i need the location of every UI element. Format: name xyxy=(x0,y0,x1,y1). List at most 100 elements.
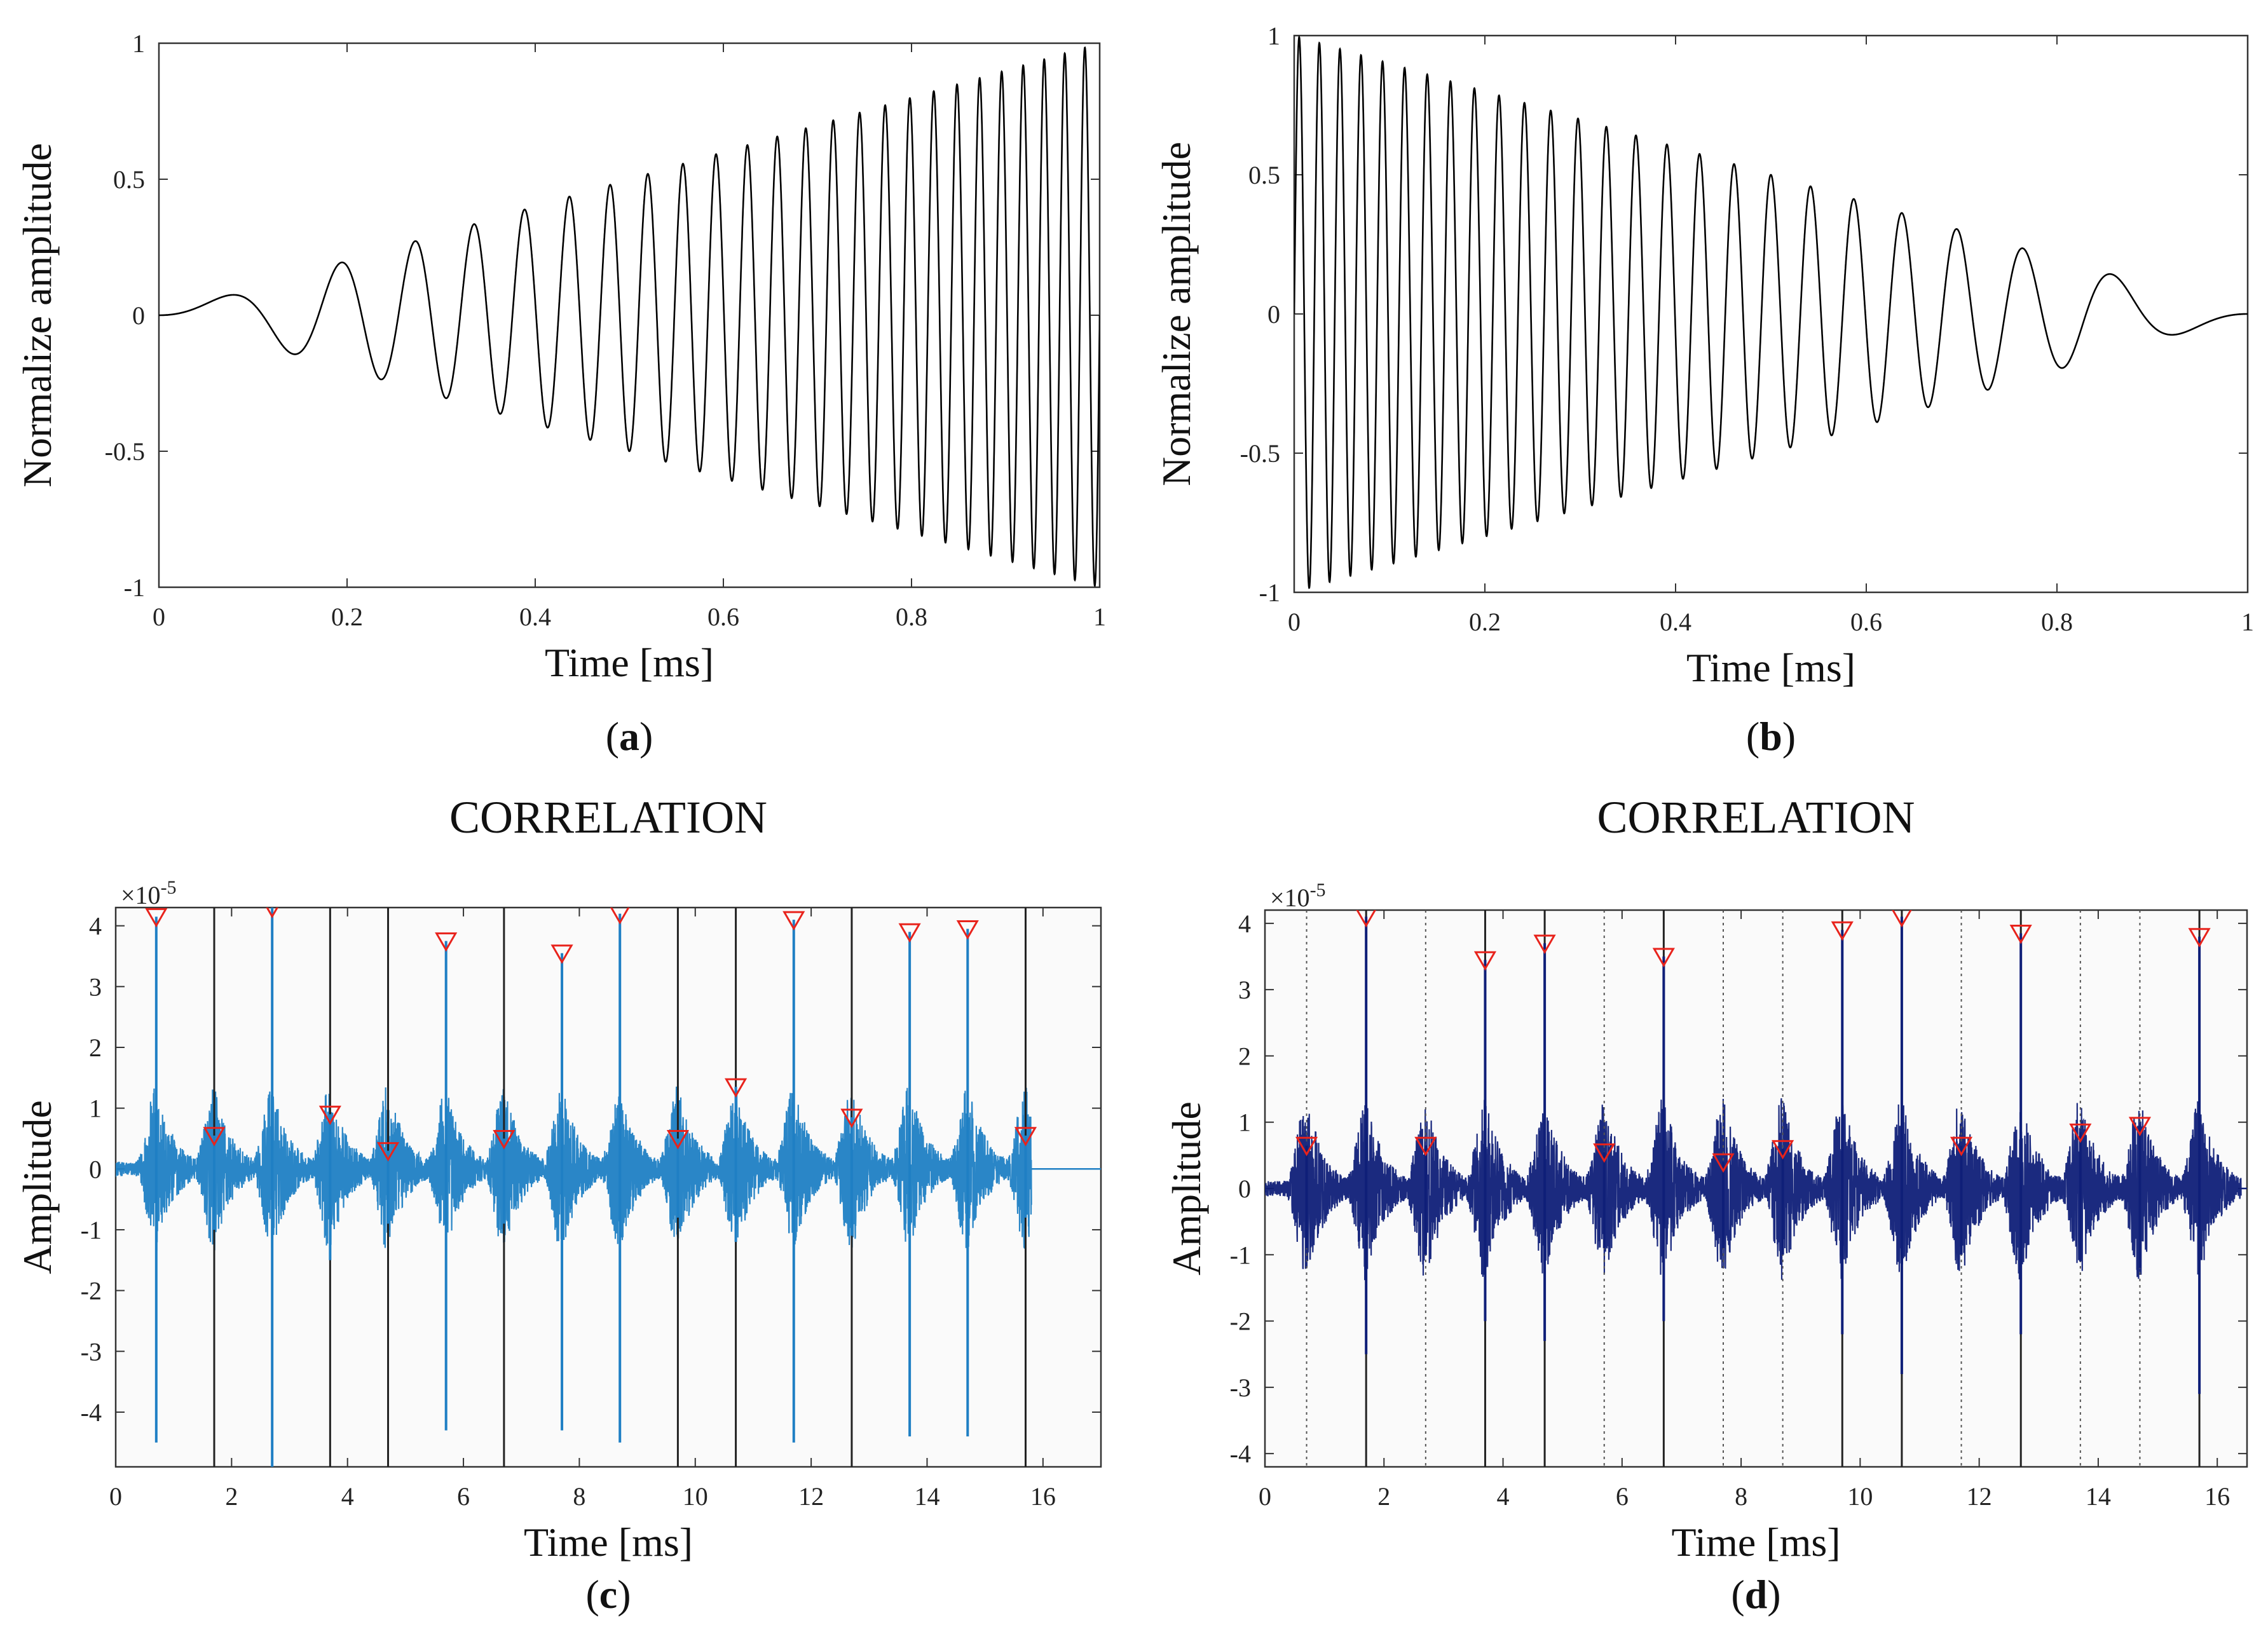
peak-marker xyxy=(493,1129,516,1150)
correlation-signal xyxy=(116,1085,1032,1254)
exponent-label: ×10-5 xyxy=(121,877,177,909)
peak-marker xyxy=(145,908,168,928)
peak-marker xyxy=(666,1129,690,1150)
x-tick-label: 0.4 xyxy=(519,602,551,631)
x-tick-label: 14 xyxy=(2086,1482,2111,1511)
y-tick-label: 4 xyxy=(1238,909,1251,938)
peak-marker xyxy=(1356,910,1377,928)
y-tick-label: -3 xyxy=(1230,1373,1251,1402)
y-tick-label: 3 xyxy=(89,972,102,1001)
x-axis-label: Time [ms] xyxy=(545,640,714,685)
peak-marker xyxy=(318,1105,341,1126)
peak-marker xyxy=(1533,934,1556,955)
x-tick-label: 12 xyxy=(1967,1482,1992,1511)
x-tick-label: 0 xyxy=(1259,1482,1271,1511)
y-tick-label: -4 xyxy=(81,1398,102,1427)
y-tick-label: 1 xyxy=(132,29,145,58)
peak-marker xyxy=(203,1127,226,1147)
x-tick-label: 8 xyxy=(1735,1482,1747,1511)
peak-marker xyxy=(266,908,278,919)
y-tick-label: -4 xyxy=(1230,1440,1251,1468)
peak-marker xyxy=(435,932,458,952)
panel-caption: (d) xyxy=(1731,1572,1780,1617)
x-axis-label: Time [ms] xyxy=(1686,645,1855,690)
x-tick-label: 4 xyxy=(341,1482,354,1511)
panel-caption: (b) xyxy=(1746,714,1796,759)
y-tick-label: -2 xyxy=(81,1277,102,1305)
y-tick-label: 2 xyxy=(1238,1042,1251,1070)
plot-content xyxy=(1265,910,2247,1467)
x-tick-label: 0.6 xyxy=(1850,608,1882,636)
x-tick-label: 6 xyxy=(1616,1482,1629,1511)
y-tick-label: 0.5 xyxy=(113,165,145,194)
chart-panel-a: 0 0.2 0.4 0.6 0.8 1 -1 -0.5 0 0.5 1 Time [ms] Normal… xyxy=(15,29,1106,759)
peak-marker xyxy=(376,1142,400,1162)
plot-content xyxy=(116,908,1101,1467)
y-tick-label: -1 xyxy=(1259,578,1280,607)
x-tick-label: 0 xyxy=(1288,608,1301,636)
x-tick-label: 14 xyxy=(914,1482,939,1511)
x-tick-label: 10 xyxy=(1847,1482,1873,1511)
peak-marker xyxy=(1295,1136,1318,1157)
peak-marker xyxy=(610,908,630,925)
x-tick-label: 0 xyxy=(109,1482,122,1511)
y-tick-label: -1 xyxy=(81,1216,102,1244)
peak-marker xyxy=(724,1078,748,1098)
y-tick-label: -0.5 xyxy=(1240,439,1280,468)
x-tick-label: 0 xyxy=(153,602,165,631)
chart-title: CORRELATION xyxy=(449,792,767,843)
x-tick-label: 0.6 xyxy=(707,602,739,631)
peak-marker xyxy=(1652,948,1675,968)
peak-marker xyxy=(1414,1136,1437,1157)
y-tick-label: 1 xyxy=(89,1094,102,1123)
x-tick-label: 2 xyxy=(1377,1482,1390,1511)
chart-panel-b: 0 0.2 0.4 0.6 0.8 1 -1 -0.5 0 0.5 1 Time [ms] Normal… xyxy=(1154,22,2254,759)
y-tick-label: 0 xyxy=(1238,1174,1251,1203)
x-tick-label: 4 xyxy=(1497,1482,1510,1511)
y-tick-label: -0.5 xyxy=(105,437,145,466)
peak-marker xyxy=(1892,910,1912,928)
peak-marker xyxy=(840,1108,863,1129)
peak-marker xyxy=(2009,925,2032,944)
x-tick-label: 12 xyxy=(798,1482,824,1511)
panel-caption: (a) xyxy=(606,714,653,759)
peak-marker xyxy=(2069,1123,2092,1143)
peak-marker xyxy=(782,911,805,931)
panel-caption-letter: a xyxy=(619,714,639,759)
peak-marker xyxy=(1014,1127,1037,1147)
panel-caption-letter: c xyxy=(599,1572,617,1617)
y-axis-label: Normalize amplitude xyxy=(15,143,60,487)
plot-content xyxy=(159,46,1100,587)
y-tick-label: 0.5 xyxy=(1248,161,1280,189)
y-tick-label: 3 xyxy=(1238,976,1251,1004)
exponent-label: ×10-5 xyxy=(1270,880,1326,912)
signal-line-down-chirp xyxy=(1294,36,2248,589)
x-tick-label: 1 xyxy=(2241,608,2254,636)
x-tick-label: 0.2 xyxy=(1469,608,1501,636)
peak-marker xyxy=(1950,1136,1973,1157)
panel-caption-letter: b xyxy=(1759,714,1782,759)
y-tick-label: 0 xyxy=(1267,300,1280,329)
x-tick-label: 16 xyxy=(2204,1482,2230,1511)
x-tick-label: 0.4 xyxy=(1660,608,1691,636)
peak-marker xyxy=(2188,928,2211,948)
y-tick-label: -3 xyxy=(81,1337,102,1366)
panel-caption: (c) xyxy=(585,1572,631,1617)
peak-marker xyxy=(1473,951,1497,971)
y-axis-label: Amplitude xyxy=(1164,1101,1209,1276)
x-tick-label: 8 xyxy=(573,1482,585,1511)
correlation-signal xyxy=(1265,1098,2242,1281)
x-tick-label: 0.8 xyxy=(896,602,927,631)
x-tick-label: 0.8 xyxy=(2041,608,2073,636)
plot-content xyxy=(1294,36,2248,589)
x-tick-label: 10 xyxy=(683,1482,708,1511)
y-axis-label: Normalize amplitude xyxy=(1154,142,1199,486)
y-tick-label: 1 xyxy=(1267,22,1280,50)
y-tick-label: -2 xyxy=(1230,1307,1251,1336)
x-tick-label: 16 xyxy=(1030,1482,1056,1511)
x-tick-label: 2 xyxy=(225,1482,238,1511)
y-tick-label: 0 xyxy=(132,301,145,330)
